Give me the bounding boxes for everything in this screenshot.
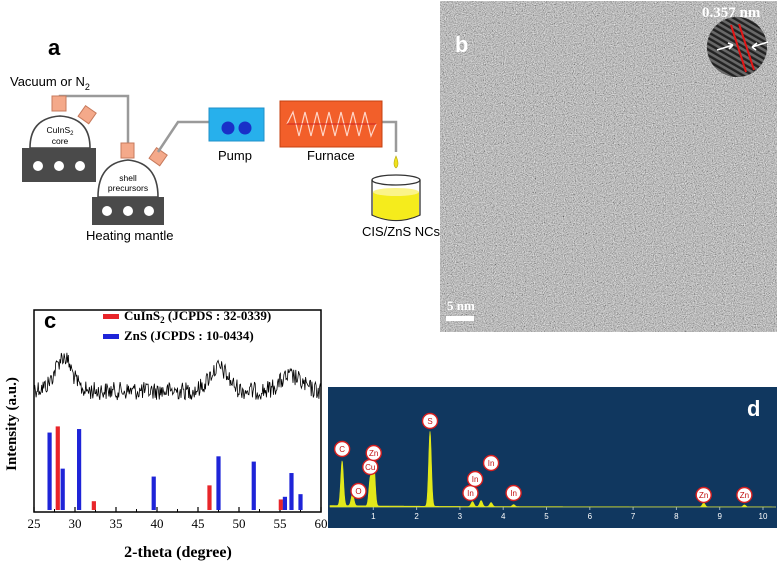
- xrd-reference-bar-zns: [60, 468, 65, 510]
- eds-x-tick-label: 7: [631, 512, 636, 521]
- xrd-x-tick-label: 40: [151, 516, 164, 531]
- scale-bar: [446, 316, 474, 321]
- vacuum-label: Vacuum or N2: [10, 74, 90, 92]
- xrd-x-tick-label: 50: [233, 516, 246, 531]
- shell-flask: shell precursors: [97, 142, 168, 198]
- xrd-x-tick-label: 55: [274, 516, 287, 531]
- legend-cuins2: CuInS2 (JCPDS : 32-0339): [124, 308, 271, 325]
- panel-d-label: d: [747, 396, 760, 421]
- legend-swatch-cuins2: [103, 314, 119, 319]
- xrd-reference-bar-cuins2: [278, 499, 283, 510]
- svg-text:S: S: [427, 417, 432, 426]
- eds-spectrum: [329, 431, 776, 508]
- xrd-reference-bar-cuins2: [207, 485, 212, 510]
- eds-peak-label-zn: Zn: [736, 486, 753, 504]
- panel-b-label: b: [455, 32, 468, 57]
- xrd-reference-bar-zns: [289, 473, 294, 510]
- xrd-reference-bar-zns: [216, 456, 221, 510]
- flow-line: [156, 120, 215, 153]
- xrd-reference-bar-cuins2: [55, 426, 60, 510]
- xrd-x-tick-label: 60: [315, 516, 328, 531]
- lattice-inset: [707, 17, 769, 77]
- svg-text:In: In: [467, 489, 474, 498]
- eds-peak-label-in: In: [482, 454, 500, 472]
- eds-peak-label-zn: Zn: [695, 486, 712, 504]
- eds-x-tick-label: 9: [717, 512, 722, 521]
- droplet: [393, 155, 399, 169]
- legend-zns: ZnS (JCPDS : 10-0434): [124, 328, 254, 343]
- eds-x-tick-label: 6: [588, 512, 593, 521]
- xrd-reference-bar-zns: [251, 461, 256, 510]
- furnace-label: Furnace: [307, 148, 355, 163]
- product-label: CIS/ZnS NCs: [362, 224, 441, 239]
- svg-text:In: In: [472, 475, 479, 484]
- panel-a-schematic: a Vacuum or N2 CuInS2 core shell precurs…: [10, 35, 441, 243]
- xrd-reference-bar-cuins2: [91, 501, 96, 510]
- xrd-y-axis-label: Intensity (a.u.): [4, 377, 20, 471]
- svg-text:Zn: Zn: [740, 491, 749, 500]
- pump-label: Pump: [218, 148, 252, 163]
- eds-peak-label-s: S: [421, 412, 439, 430]
- scale-bar-label: 5 nm: [447, 298, 475, 313]
- core-label: CuInS2: [47, 125, 75, 137]
- xrd-reference-bar-zns: [77, 429, 82, 510]
- eds-peak-label-c: C: [333, 440, 351, 458]
- product-beaker: [371, 174, 421, 222]
- legend-swatch-zns: [103, 334, 119, 339]
- xrd-legend: CuInS2 (JCPDS : 32-0339) ZnS (JCPDS : 10…: [103, 308, 271, 343]
- xrd-plot-frame: [33, 309, 322, 513]
- eds-peak-label-cu: Cu: [362, 458, 379, 476]
- eds-peak-label-in: In: [462, 484, 479, 502]
- svg-text:In: In: [488, 459, 495, 468]
- eds-peak-label-o: O: [350, 482, 367, 500]
- xrd-x-tick-label: 35: [110, 516, 123, 531]
- eds-x-tick-label: 5: [544, 512, 549, 521]
- eds-x-tick-label: 2: [414, 512, 419, 521]
- panel-c-xrd: c CuInS2 (JCPDS : 32-0339) ZnS (JCPDS : …: [4, 308, 328, 561]
- xrd-reference-bar-zns: [151, 476, 156, 510]
- svg-text:Zn: Zn: [699, 491, 708, 500]
- eds-peak-label-in: In: [466, 470, 484, 488]
- svg-text:O: O: [355, 487, 361, 496]
- shell-label-2: precursors: [108, 183, 148, 193]
- svg-text:Cu: Cu: [365, 463, 375, 472]
- outlet-line: [382, 120, 398, 152]
- xrd-reference-bar-zns: [282, 496, 288, 510]
- svg-text:In: In: [510, 489, 517, 498]
- panel-a-label: a: [48, 35, 61, 60]
- shell-label-1: shell: [119, 173, 137, 183]
- pump: [208, 107, 265, 142]
- core-flask: CuInS2 core: [29, 95, 97, 149]
- xrd-x-axis-label: 2-theta (degree): [124, 544, 232, 561]
- xrd-reference-bar-zns: [298, 494, 303, 510]
- eds-x-tick-label: 10: [759, 512, 768, 521]
- xrd-reference-bar-zns: [47, 432, 52, 510]
- core-label-2: core: [52, 136, 69, 146]
- eds-x-tick-label: 1: [371, 512, 376, 521]
- eds-peak-label-zn: Zn: [365, 444, 382, 462]
- lattice-spacing-label: 0.357 nm: [702, 5, 761, 21]
- panel-d-eds: d 1 2 3 4 5 6 7 8 9 10 C O Cu Zn S In In In In Zn Zn: [328, 387, 777, 528]
- xrd-x-tick-label: 45: [192, 516, 205, 531]
- heating-mantle-label: Heating mantle: [86, 228, 173, 243]
- svg-text:C: C: [339, 445, 345, 454]
- eds-x-tick-label: 8: [674, 512, 679, 521]
- xrd-x-tick-label: 25: [28, 516, 41, 531]
- xrd-pattern-line: [34, 352, 321, 401]
- eds-x-tick-label: 4: [501, 512, 506, 521]
- panel-c-label: c: [44, 308, 56, 333]
- eds-x-tick-label: 3: [458, 512, 463, 521]
- eds-peak-label-in: In: [505, 484, 522, 502]
- panel-b-tem: b 0.357 nm 5 nm: [440, 1, 777, 332]
- svg-text:Zn: Zn: [369, 449, 378, 458]
- xrd-x-tick-label: 30: [69, 516, 82, 531]
